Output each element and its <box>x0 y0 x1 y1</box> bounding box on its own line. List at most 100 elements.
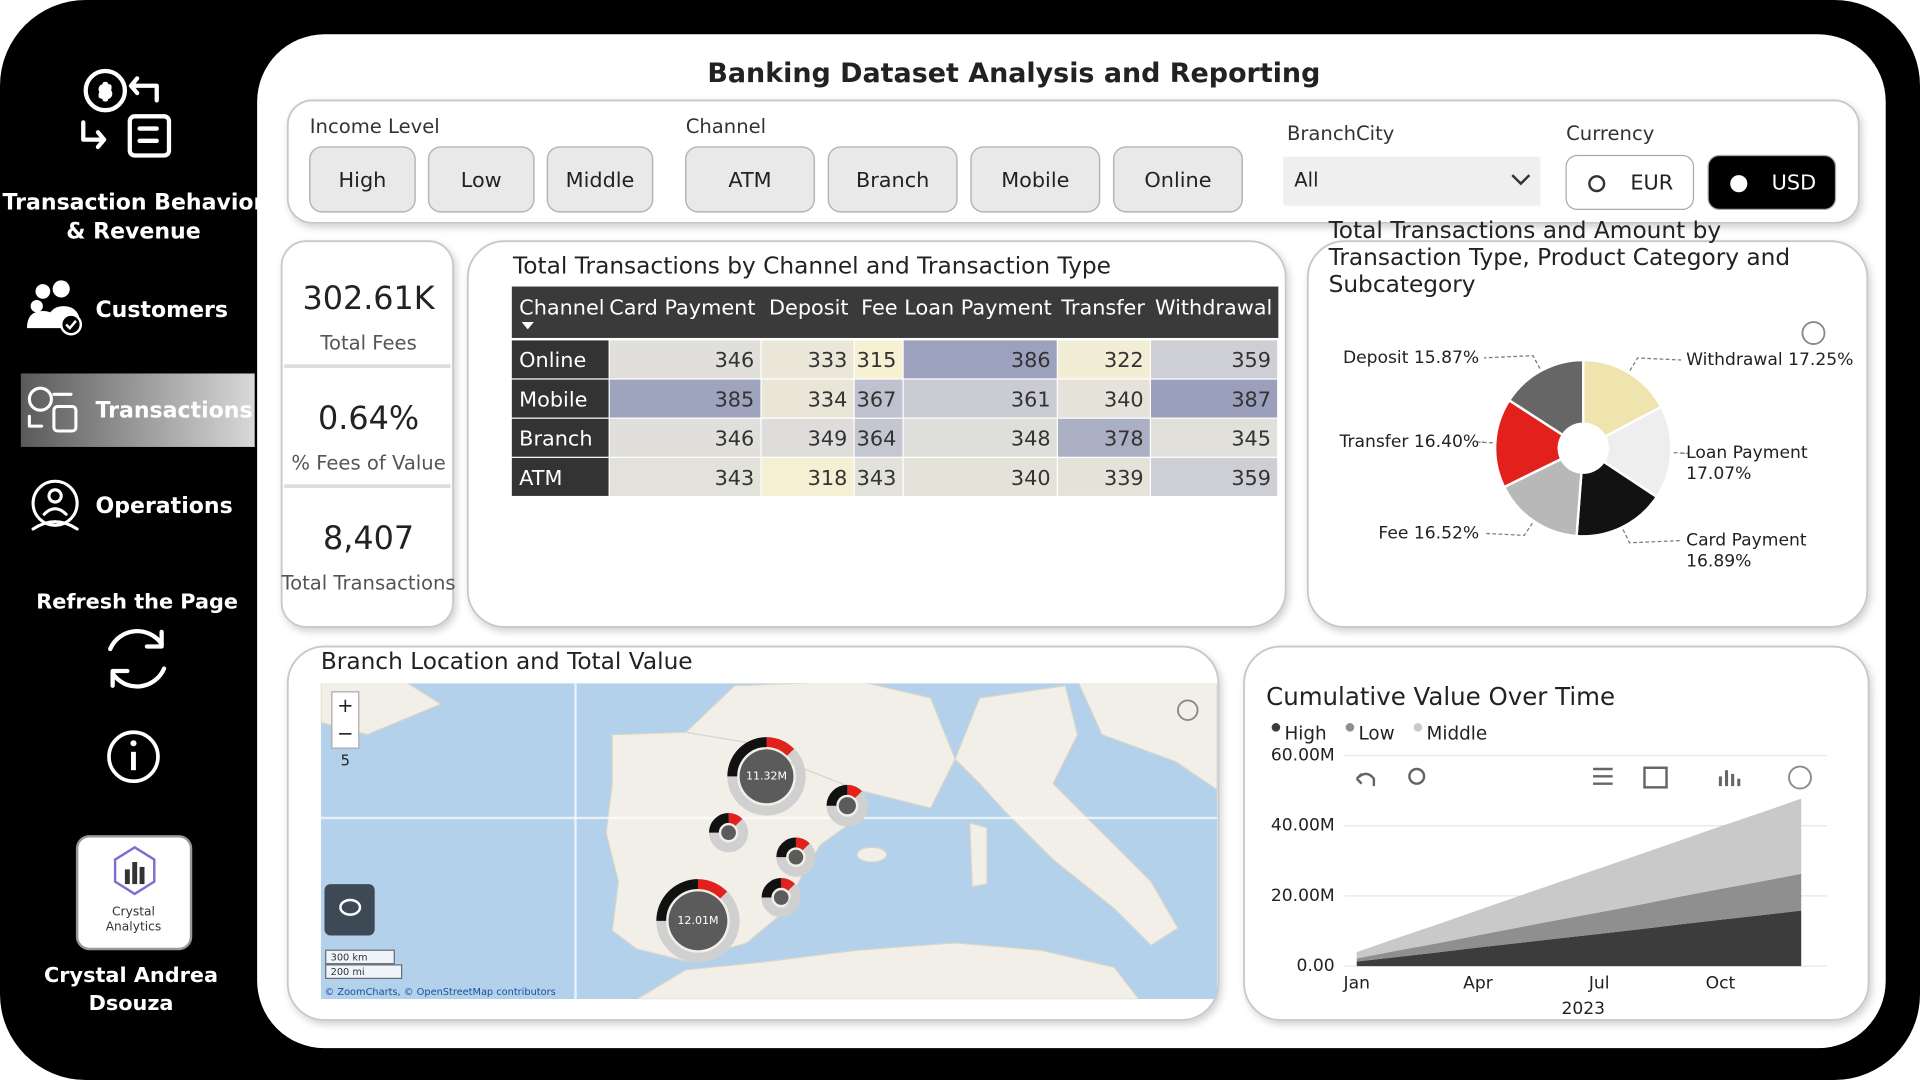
dropdown-chevron <box>1511 174 1531 186</box>
app-icon: $ <box>81 68 172 158</box>
dropdown[interactable] <box>1283 156 1541 206</box>
lasso-button[interactable] <box>324 884 375 936</box>
nav-item[interactable]: Customers <box>96 298 229 323</box>
slicer-label: Currency <box>1566 122 1654 145</box>
refresh-icon[interactable] <box>108 629 167 689</box>
label-category: Loan Payment <box>1686 443 1808 463</box>
slicer-option[interactable]: Mobile <box>1001 168 1069 192</box>
heat-cell <box>609 457 761 496</box>
legend-marker <box>1413 723 1423 732</box>
tool-list[interactable] <box>1593 767 1613 785</box>
y-tick-label: 0.00 <box>1297 956 1335 976</box>
slicer-button[interactable] <box>309 146 416 213</box>
slicer-button[interactable] <box>427 146 535 213</box>
operations-icon <box>31 479 79 531</box>
area <box>1356 910 1802 967</box>
legend-label[interactable]: Low <box>1359 724 1395 745</box>
column-header: Fee <box>861 296 897 320</box>
slicer-option[interactable]: High <box>339 168 387 192</box>
heat-cell <box>1057 379 1150 418</box>
zoom-button[interactable]: + <box>337 694 353 717</box>
zoom-level: 5 <box>341 753 350 770</box>
currency-option[interactable]: EUR <box>1630 171 1673 195</box>
tool-zoom[interactable] <box>1408 767 1426 785</box>
slicer-button[interactable] <box>684 146 816 213</box>
table-cell: 349 <box>808 427 848 451</box>
label-value: 17.25% <box>1788 350 1853 370</box>
zoom-box <box>331 691 360 749</box>
heat-cell <box>854 340 903 379</box>
table-cell: 322 <box>1104 348 1144 372</box>
dropdown-value[interactable]: All <box>1294 169 1318 192</box>
legend-label[interactable]: High <box>1284 724 1326 745</box>
bubble[interactable] <box>721 825 736 840</box>
slicer-option[interactable]: ATM <box>728 168 771 192</box>
bubble-segment <box>728 813 743 827</box>
data-label: Withdrawal 17.25% <box>1686 350 1853 370</box>
slicer-button[interactable] <box>970 146 1101 213</box>
slicer-option[interactable]: Branch <box>856 168 929 192</box>
data-label: Deposit 15.87% <box>1343 348 1479 368</box>
heat-cell <box>761 379 854 418</box>
slicer-option[interactable]: Online <box>1144 168 1211 192</box>
bubble[interactable] <box>668 891 728 951</box>
slicer-label: BranchCity <box>1287 122 1394 145</box>
pie-slice[interactable] <box>1493 398 1565 489</box>
zoom-button[interactable]: − <box>337 722 353 745</box>
help-icon[interactable] <box>1801 321 1826 345</box>
label-value: 16.40% <box>1414 432 1479 452</box>
slicer-option[interactable]: Middle <box>566 168 635 192</box>
bubble-label: 11.32M <box>746 769 787 782</box>
nav-item[interactable]: Operations <box>96 494 233 519</box>
tool-bars[interactable] <box>1718 770 1741 787</box>
currency-button[interactable] <box>1707 154 1837 210</box>
table-cell: 346 <box>715 348 755 372</box>
column-header: Transfer <box>1060 296 1145 320</box>
refresh-label[interactable]: Refresh the Page <box>36 589 238 613</box>
table-cell: 333 <box>808 348 848 372</box>
column-header[interactable]: Channel <box>519 296 604 320</box>
data-label: Card Payment 16.89% <box>1686 531 1807 572</box>
nav-item[interactable]: Transactions <box>96 398 253 423</box>
pie-slice[interactable] <box>1507 358 1585 437</box>
pie-slice[interactable] <box>1601 405 1673 499</box>
table-cell: 318 <box>808 466 848 490</box>
row-header: Branch <box>519 427 592 451</box>
slicer-button[interactable] <box>546 146 654 213</box>
tool-calendar[interactable] <box>1643 766 1668 789</box>
tool-undo[interactable] <box>1355 772 1376 787</box>
sidebar-title: Transaction Behavior <box>3 190 265 215</box>
heat-cell <box>1057 457 1150 496</box>
pie-slice[interactable] <box>1582 358 1663 439</box>
row-header: Mobile <box>519 387 587 411</box>
slicer-option[interactable]: Low <box>461 168 502 192</box>
table-cell: 378 <box>1104 427 1144 451</box>
legend-label[interactable]: Middle <box>1427 724 1488 745</box>
map-help[interactable] <box>1177 699 1199 721</box>
chart-panel <box>1306 240 1869 628</box>
kpi-value: 302.61K <box>302 279 435 317</box>
currency-option[interactable]: USD <box>1772 171 1816 195</box>
kpi-panel <box>280 240 454 628</box>
legend-marker <box>1271 723 1281 732</box>
slicer-button[interactable] <box>827 146 958 213</box>
customers-icon <box>26 280 83 336</box>
table-cell: 340 <box>1011 466 1051 490</box>
slicer-button[interactable] <box>1112 146 1243 213</box>
bubble-segment <box>656 879 699 922</box>
currency-button[interactable] <box>1565 154 1695 210</box>
x-tick-label: Jul <box>1588 973 1610 993</box>
bubble[interactable] <box>739 749 794 804</box>
map-title: Branch Location and Total Value <box>321 648 693 675</box>
table-cell: 340 <box>1104 387 1144 411</box>
info-icon[interactable] <box>107 730 160 784</box>
bubble-segment <box>846 784 862 799</box>
row-header-cell <box>511 340 609 379</box>
table-cell: 339 <box>1104 466 1144 490</box>
bubble[interactable] <box>773 890 789 905</box>
heat-cell <box>761 418 854 457</box>
pie-slice[interactable] <box>1575 460 1659 538</box>
bubble[interactable] <box>838 797 856 815</box>
bubble[interactable] <box>788 849 804 865</box>
help-icon[interactable] <box>1788 765 1812 790</box>
